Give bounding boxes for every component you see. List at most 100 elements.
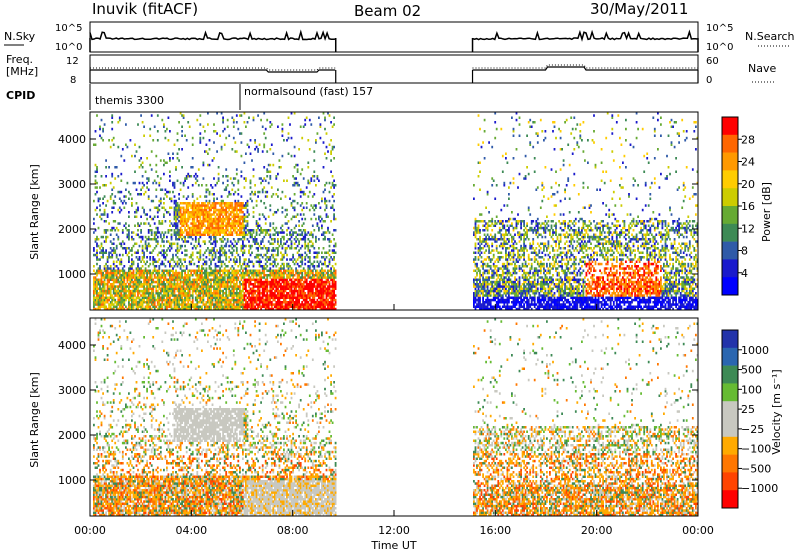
data-cell — [223, 217, 226, 221]
data-cell — [280, 285, 282, 288]
data-cell — [298, 301, 300, 304]
data-cell — [140, 267, 142, 270]
data-cell — [213, 193, 215, 196]
data-cell — [232, 217, 235, 221]
data-cell — [277, 307, 279, 311]
data-cell — [283, 278, 285, 281]
data-cell — [128, 231, 130, 234]
data-cell — [187, 240, 190, 243]
data-cell — [99, 287, 101, 290]
data-cell — [170, 242, 173, 245]
data-cell — [333, 305, 335, 308]
data-cell — [293, 283, 296, 286]
data-cell — [272, 276, 275, 279]
data-cell — [322, 233, 325, 236]
data-cell — [204, 285, 206, 288]
data-cell — [311, 283, 314, 286]
data-cell — [473, 184, 475, 187]
data-cell — [281, 278, 284, 281]
data-cell — [196, 197, 199, 200]
data-cell — [232, 303, 235, 306]
data-cell — [228, 213, 231, 216]
data-cell — [172, 157, 174, 160]
data-cell — [158, 307, 161, 311]
data-cell — [267, 256, 270, 259]
data-cell — [293, 307, 296, 311]
data-cell — [217, 208, 220, 212]
data-cell — [316, 278, 319, 281]
data-cell — [477, 294, 480, 297]
data-cell — [201, 204, 203, 207]
data-cell — [228, 303, 231, 306]
data-cell — [205, 211, 208, 214]
data-cell — [202, 271, 205, 275]
data-cell — [216, 278, 218, 281]
data-cell — [273, 298, 276, 302]
data-cell — [301, 233, 304, 236]
data-cell — [243, 244, 246, 248]
data-cell — [216, 224, 218, 227]
data-cell — [126, 289, 129, 293]
data-cell — [128, 224, 130, 227]
data-cell — [207, 287, 209, 290]
data-cell — [164, 256, 167, 259]
data-cell — [301, 274, 304, 277]
data-cell — [307, 269, 310, 272]
data-cell — [333, 292, 335, 295]
data-cell — [188, 231, 191, 234]
data-cell — [117, 208, 120, 212]
data-cell — [298, 229, 300, 232]
data-cell — [242, 240, 244, 243]
data-cell — [137, 265, 139, 268]
data-cell — [237, 271, 240, 275]
data-cell — [152, 258, 155, 261]
data-cell — [226, 303, 229, 306]
data-cell — [191, 226, 194, 230]
data-cell — [173, 211, 176, 214]
data-cell — [202, 233, 205, 236]
data-cell — [199, 114, 202, 117]
data-cell — [284, 242, 287, 245]
data-cell — [261, 289, 264, 293]
data-cell — [199, 217, 202, 221]
data-cell — [280, 269, 282, 272]
data-cell — [277, 269, 279, 272]
data-cell — [252, 283, 255, 286]
data-cell — [307, 181, 310, 185]
data-cell — [261, 229, 264, 232]
data-cell — [134, 278, 136, 281]
data-cell — [103, 220, 106, 223]
data-cell — [269, 235, 272, 239]
data-cell — [255, 229, 258, 232]
data-cell — [311, 206, 314, 209]
data-cell — [328, 253, 331, 257]
data-cell — [290, 229, 293, 232]
data-cell — [245, 224, 247, 227]
data-cell — [248, 240, 250, 243]
data-cell — [228, 249, 231, 252]
data-cell — [261, 190, 264, 194]
data-cell — [252, 265, 255, 268]
data-cell — [251, 159, 253, 162]
data-cell — [187, 172, 190, 176]
data-cell — [172, 278, 174, 281]
data-cell — [159, 278, 162, 281]
data-cell — [334, 298, 337, 302]
data-cell — [239, 220, 241, 223]
data-cell — [99, 197, 101, 200]
data-cell — [223, 262, 226, 266]
data-cell — [311, 224, 314, 227]
data-cell — [242, 287, 244, 290]
data-cell — [246, 301, 249, 304]
data-cell — [112, 136, 115, 140]
data-cell — [240, 271, 243, 275]
data-cell — [185, 240, 188, 243]
data-cell — [477, 305, 480, 308]
data-cell — [96, 253, 98, 257]
data-cell — [214, 289, 217, 293]
data-cell — [272, 242, 275, 245]
data-cell — [222, 251, 224, 254]
data-cell — [217, 296, 220, 299]
data-cell — [99, 296, 101, 299]
data-cell — [319, 136, 322, 140]
